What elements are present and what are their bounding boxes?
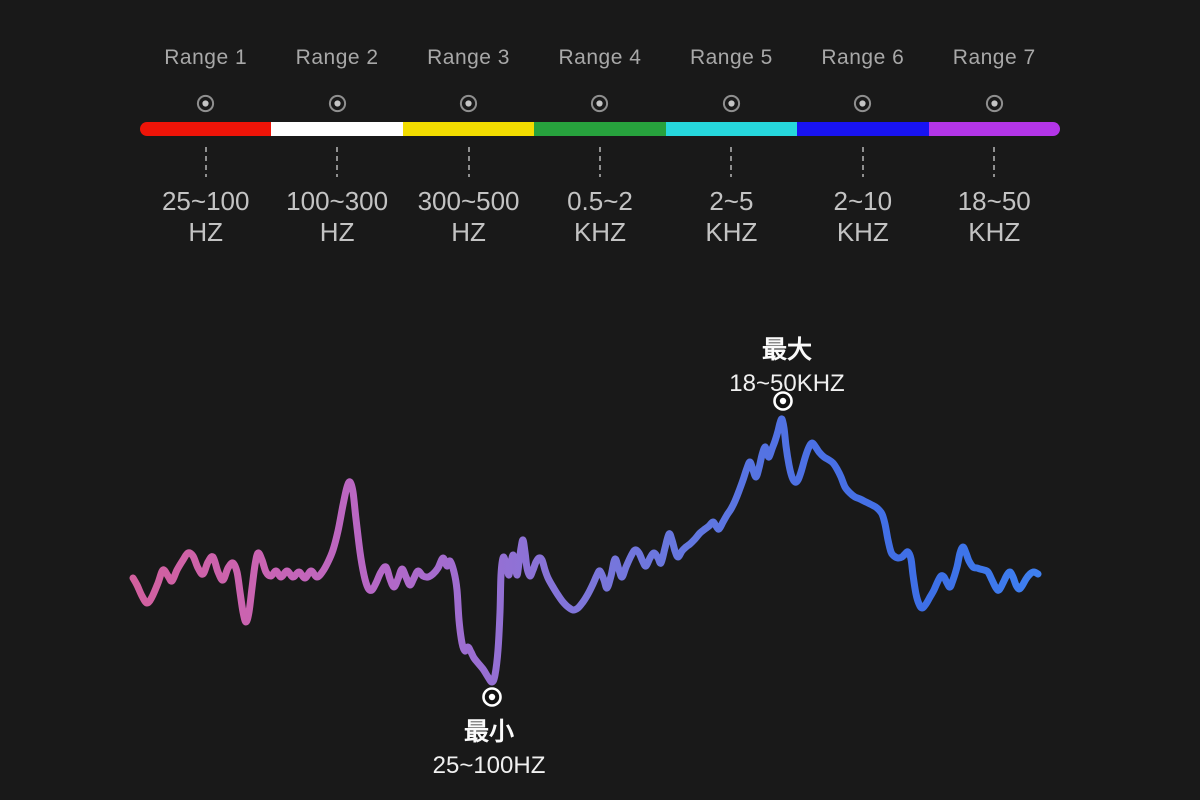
range-column-3: Range 3	[403, 46, 534, 70]
bar-segment-red	[140, 122, 272, 136]
range-column-5: Range 5	[666, 46, 797, 70]
range-column-7: Range 7	[929, 46, 1060, 70]
radio-icon[interactable]	[852, 93, 873, 114]
range-column-2: Range 2	[271, 46, 402, 70]
frequency-label-row: 25~100 HZ 100~300 HZ 300~500 HZ 0.5~2 KHZ 2~…	[140, 186, 1060, 248]
min-annotation: 最小 25~100HZ	[433, 712, 546, 780]
range-column-4: Range 4	[534, 46, 665, 70]
range-label: Range 3	[427, 46, 510, 69]
radio-icon[interactable]	[589, 93, 610, 114]
bar-segment-purple	[928, 122, 1060, 136]
bar-segment-green	[534, 122, 666, 136]
range-label: Range 7	[952, 46, 1036, 69]
range-label-row: Range 1 Range 2 Range 3 Range 4 Range 5 …	[140, 46, 1060, 70]
range-label: Range 1	[164, 46, 248, 69]
spectrum-color-bar	[140, 122, 1060, 136]
bar-segment-yellow	[402, 122, 535, 136]
frequency-label: 25~100 HZ	[161, 186, 250, 247]
tick-dash-line	[467, 147, 470, 177]
frequency-label: 100~300 HZ	[286, 186, 389, 247]
tick-dash-line	[204, 147, 207, 177]
radio-icon[interactable]	[721, 93, 742, 114]
min-annotation-value: 25~100HZ	[432, 752, 546, 779]
tick-dash-line	[598, 147, 601, 177]
tick-dash-line	[993, 147, 996, 177]
max-annotation: 最大 18~50KHZ	[729, 330, 844, 398]
min-point-marker	[482, 687, 502, 707]
range-radio-row	[140, 92, 1060, 114]
radio-icon[interactable]	[458, 93, 479, 114]
max-annotation-title: 最大	[761, 336, 812, 364]
radio-icon[interactable]	[984, 93, 1005, 114]
tick-row	[140, 146, 1060, 178]
waveform-line	[129, 415, 1042, 686]
frequency-label: 2~10 KHZ	[833, 186, 893, 247]
range-label: Range 4	[558, 46, 642, 69]
tick-dash-line	[730, 147, 733, 177]
radio-icon[interactable]	[195, 93, 216, 114]
range-column-6: Range 6	[797, 46, 928, 70]
max-point-marker	[773, 391, 793, 411]
radio-icon[interactable]	[327, 93, 348, 114]
range-label: Range 6	[821, 46, 905, 69]
tick-dash-line	[861, 147, 864, 177]
frequency-label: 0.5~2 KHZ	[567, 186, 633, 247]
bar-segment-white	[271, 122, 403, 136]
range-label: Range 5	[689, 46, 773, 69]
frequency-label: 2~5 KHZ	[705, 186, 758, 247]
range-column-1: Range 1	[140, 46, 271, 70]
bar-segment-blue	[797, 122, 929, 136]
range-label: Range 2	[295, 46, 379, 69]
min-annotation-title: 最小	[463, 718, 514, 746]
frequency-label: 300~500 HZ	[417, 186, 520, 247]
bar-segment-cyan	[665, 122, 798, 136]
max-annotation-value: 18~50KHZ	[729, 370, 845, 397]
tick-dash-line	[336, 147, 339, 177]
frequency-label: 18~50 KHZ	[957, 186, 1031, 247]
